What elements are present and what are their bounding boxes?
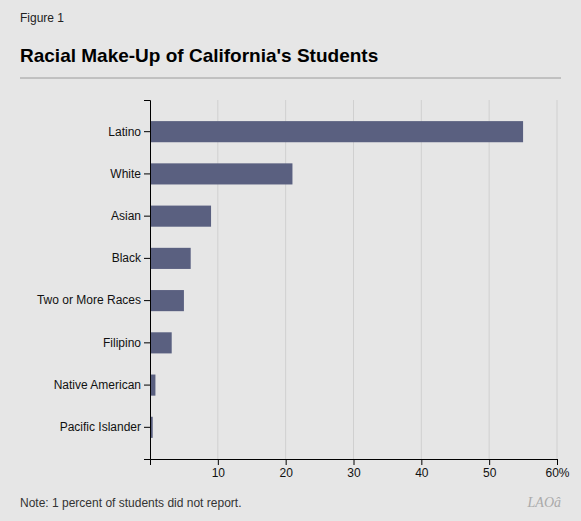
x-tick: 50 [483, 459, 497, 480]
y-tick: White [110, 167, 150, 181]
note: Note: 1 percent of students did not repo… [20, 496, 241, 510]
x-tick: 10 [212, 459, 226, 480]
x-tick: 30 [347, 459, 361, 480]
logo: LAOâ [527, 495, 561, 510]
y-tick: Native American [54, 378, 150, 392]
y-tick-label: Filipino [103, 336, 141, 350]
y-tick-mark [144, 258, 150, 259]
grid-line [217, 100, 218, 459]
y-tick-mark [144, 216, 150, 217]
y-tick-mark [144, 385, 150, 386]
y-tick: Latino [108, 125, 150, 139]
x-tick-label: 50 [483, 466, 497, 480]
x-tick-mark [557, 459, 558, 465]
y-tick-label: White [110, 167, 141, 181]
x-tick-label: 40 [415, 466, 429, 480]
grid-line [353, 100, 354, 459]
y-tick: Asian [111, 209, 150, 223]
x-axis: 10 20 30 40 50 60% [151, 459, 570, 480]
y-tick-mark [144, 427, 150, 428]
y-tick: Black [112, 251, 150, 265]
x-tick-mark [218, 459, 219, 465]
y-tick: Filipino [103, 336, 150, 350]
y-tick-mark [144, 173, 150, 174]
x-tick-mark [421, 459, 422, 465]
x-tick-mark [354, 459, 355, 465]
bars [150, 121, 523, 438]
title-rule [20, 78, 561, 79]
y-tick-label: Asian [111, 209, 141, 223]
grid-line [489, 100, 490, 459]
x-tick: 40 [415, 459, 429, 480]
x-axis-line [151, 460, 558, 466]
y-tick-mark [144, 300, 150, 301]
y-tick-label: Native American [54, 378, 141, 392]
plot: 10 20 30 40 50 60% Latino White Asian Black Two or… [37, 100, 570, 480]
x-tick-label: 20 [279, 466, 293, 480]
bar [150, 163, 292, 184]
y-tick: Pacific Islander [60, 420, 150, 434]
background [0, 0, 581, 521]
bar [150, 248, 191, 269]
grid-line [557, 100, 558, 459]
x-tick-mark [286, 459, 287, 465]
grid-line [285, 100, 286, 459]
y-tick-label: Black [112, 251, 142, 265]
bar [150, 206, 211, 227]
y-tick-label: Two or More Races [37, 293, 141, 307]
y-tick: Two or More Races [37, 293, 150, 307]
y-tick-mark [144, 131, 150, 132]
grid-line [421, 100, 422, 459]
y-tick-label: Pacific Islander [60, 420, 141, 434]
bar [150, 332, 172, 353]
x-tick: 60% [545, 459, 569, 480]
x-tick-mark [489, 459, 490, 465]
y-tick-label: Latino [108, 125, 141, 139]
x-tick-label: 10 [212, 466, 226, 480]
chart: Figure 1 Racial Make-Up of California's S… [0, 0, 581, 521]
y-tick-mark [144, 342, 150, 343]
x-tick: 20 [279, 459, 293, 480]
bar [150, 290, 184, 311]
y-axis: Latino White Asian Black Two or More Races Fi… [37, 101, 151, 460]
grid [218, 100, 557, 459]
bar [150, 121, 523, 142]
x-tick-label: 60% [545, 466, 569, 480]
figure-label: Figure 1 [20, 11, 64, 25]
y-axis-line [144, 101, 151, 460]
x-tick-label: 30 [347, 466, 361, 480]
title: Racial Make-Up of California's Students [20, 45, 378, 66]
